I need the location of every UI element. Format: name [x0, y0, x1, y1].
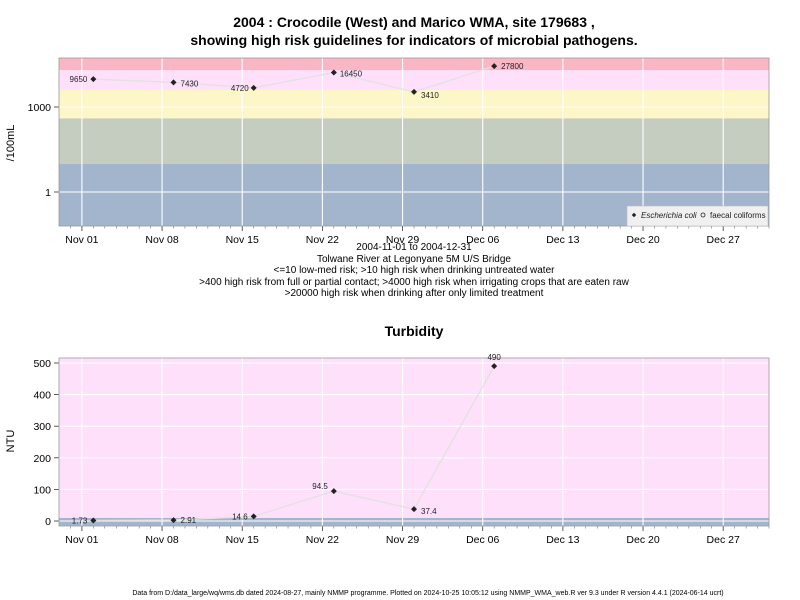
legend-box [626, 205, 769, 227]
risk-band-0 [59, 517, 769, 526]
data-label: 7430 [181, 79, 199, 88]
y-tick-label: 1000 [28, 102, 52, 114]
legend-label-ecoli: Escherichia coli [641, 211, 697, 220]
data-label: 14.6 [232, 512, 248, 521]
x-tick-label: Dec 20 [626, 534, 659, 546]
data-point [90, 76, 97, 83]
data-point [170, 517, 177, 524]
y-axis-label-bottom: NTU [5, 430, 17, 453]
data-label: 4720 [231, 84, 249, 93]
plot-frame [58, 57, 770, 227]
x-tick-label: Nov 29 [386, 534, 419, 546]
caption-line-1: 2004-11-01 to 2004-12-31 [356, 242, 472, 253]
data-label: 16450 [340, 70, 363, 79]
legend-marker-ecoli [631, 212, 637, 218]
x-tick-label: Nov 01 [65, 534, 98, 546]
data-label: 490 [487, 353, 501, 362]
x-tick-label: Dec 13 [546, 234, 579, 246]
legend-label-faecal: faecal coliforms [710, 211, 766, 220]
series-line [93, 65, 495, 93]
x-tick-label: Nov 15 [226, 534, 259, 546]
x-tick-label: Dec 13 [546, 534, 579, 546]
y-tick-label: 1 [45, 187, 51, 199]
y-axis-label-top: /100mL [5, 125, 17, 162]
data-point [411, 88, 417, 95]
risk-band-3 [59, 70, 769, 90]
plot-frame [58, 357, 770, 527]
data-label: 94.5 [312, 482, 328, 491]
risk-band-4 [59, 58, 769, 71]
data-label: 2.91 [181, 516, 197, 525]
caption-line-3: <=10 low-med risk; >10 high risk when dr… [274, 265, 556, 276]
x-tick-label: Nov 22 [306, 234, 339, 246]
y-tick-label: 400 [33, 390, 51, 402]
data-label: 37.4 [421, 507, 437, 516]
data-point [330, 69, 337, 76]
x-tick-label: Nov 29 [386, 234, 419, 246]
x-tick-label: Nov 01 [65, 234, 98, 246]
x-tick-label: Nov 22 [306, 534, 339, 546]
risk-band-1 [59, 358, 769, 518]
data-label: 27800 [501, 62, 524, 71]
turbidity-title: Turbidity [385, 323, 444, 339]
data-label: 3410 [421, 91, 439, 100]
data-point [411, 506, 417, 513]
data-point [170, 79, 177, 86]
series-line [93, 365, 495, 522]
footer-note: Data from D:/data_large/wq/wms.db dated … [132, 590, 723, 597]
x-tick-label: Dec 06 [466, 234, 499, 246]
data-label: 9650 [70, 75, 88, 84]
top-plot: Nov 01 Nov 08 Nov 15 Nov 22 Nov 29 Dec 06 Dec … [28, 57, 770, 246]
data-point [90, 517, 97, 524]
x-tick-label: Nov 08 [145, 534, 178, 546]
x-tick-label: Dec 27 [707, 534, 740, 546]
data-point [491, 363, 498, 370]
x-tick-label: Dec 06 [466, 534, 499, 546]
chart-title-line1: 2004 : Crocodile (West) and Marico WMA, … [233, 14, 595, 30]
x-tick-label: Nov 15 [226, 234, 259, 246]
chart-title-line2: showing high risk guidelines for indicat… [190, 32, 637, 48]
caption-line-4: >400 high risk from full or partial cont… [199, 277, 629, 288]
caption-line-5: >20000 high risk when drinking after onl… [285, 288, 544, 299]
caption-line-2: Tolwane River at Legonyane 5M U/S Bridge [317, 254, 511, 265]
data-point [330, 488, 337, 495]
y-tick-label: 0 [45, 516, 51, 528]
data-point [250, 513, 257, 520]
x-tick-label: Nov 08 [145, 234, 178, 246]
x-tick-label: Dec 27 [707, 234, 740, 246]
y-tick-label: 500 [33, 358, 51, 370]
data-label: 1.73 [72, 516, 88, 525]
data-point [250, 84, 257, 91]
legend: Escherichia coli faecal coliforms [626, 205, 769, 227]
y-tick-label: 200 [33, 453, 51, 465]
bottom-plot: Nov 01 Nov 08 Nov 15 Nov 22 Nov 29 Dec 06 Dec … [33, 353, 770, 546]
y-tick-label: 100 [33, 484, 51, 496]
risk-band-1 [59, 118, 769, 164]
y-tick-label: 300 [33, 421, 51, 433]
x-tick-label: Dec 20 [626, 234, 659, 246]
data-point [491, 63, 498, 70]
legend-marker-faecal [700, 212, 706, 218]
